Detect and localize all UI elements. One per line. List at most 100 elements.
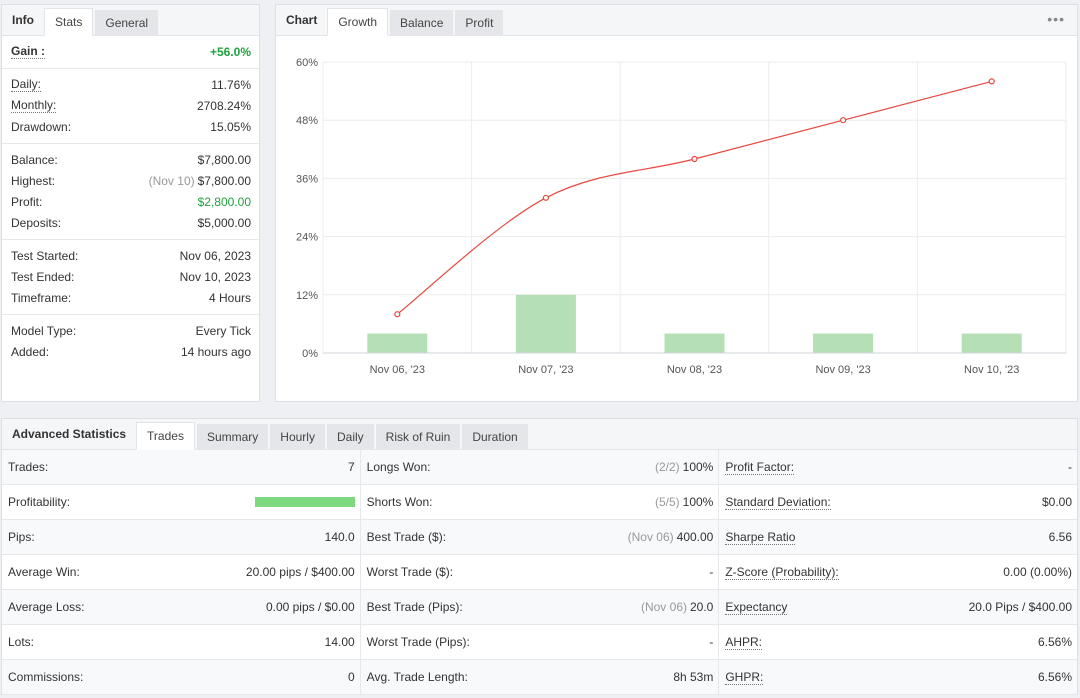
stat-label: Best Trade (Pips): [366, 600, 463, 614]
growth-point [691, 155, 698, 163]
stat-label: Average Loss: [8, 600, 85, 614]
stat-value-wrap: (5/5) 100% [655, 495, 713, 509]
stat-value: 20.00 pips / $400.00 [245, 565, 355, 579]
bar [367, 333, 428, 353]
stat-row-ghpr: GHPR: 6.56% [719, 660, 1078, 695]
stat-label[interactable]: Standard Deviation: [725, 494, 831, 510]
highest-value-wrap: (Nov 10) $7,800.00 [149, 174, 251, 188]
stat-label: Average Win: [8, 565, 80, 579]
model-type-value: Every Tick [195, 323, 251, 338]
tab-trades[interactable]: Trades [136, 422, 195, 450]
stat-row-avg-trade-length: Avg. Trade Length: 8h 53m [360, 660, 719, 695]
stat-value: 6.56 [1048, 530, 1073, 544]
adv-col-3: Profit Factor: - Standard Deviation: $0.00… [719, 450, 1078, 695]
model-type-label: Model Type: [11, 323, 77, 338]
profit-row: Profit: $2,800.00 [2, 191, 259, 212]
stat-row-standard-deviation: Standard Deviation: $0.00 [719, 485, 1078, 520]
y-tick-label: 48% [296, 115, 318, 127]
stat-row-z-score: Z-Score (Probability): 0.00 (0.00%) [719, 555, 1078, 590]
chart-tab-title: Chart [286, 13, 318, 27]
stat-row-shorts-won: Shorts Won: (5/5) 100% [360, 485, 719, 520]
advanced-statistics-panel: Advanced Statistics Trades Summary Hourl… [1, 418, 1078, 695]
tab-duration[interactable]: Duration [462, 424, 528, 450]
stat-value: 20.0 [689, 600, 714, 614]
stat-row-worst-trade-usd: Worst Trade ($): - [360, 555, 719, 590]
tab-daily[interactable]: Daily [326, 424, 374, 450]
daily-value: 11.76% [211, 77, 251, 92]
stat-label: Shorts Won: [366, 495, 433, 509]
growth-chart: 60% 48% 36% 24% 12% 0% Nov 06, '23 Nov 07, '23 N… [296, 57, 1067, 376]
y-tick-label: 60% [296, 57, 318, 69]
stat-label[interactable]: GHPR: [725, 669, 764, 685]
stat-value: 0 [347, 670, 355, 684]
rates-group: Daily: 11.76% Monthly: 2708.24% Drawdown… [2, 69, 259, 144]
monthly-label[interactable]: Monthly: [11, 98, 57, 113]
tab-hourly[interactable]: Hourly [270, 424, 325, 450]
x-tick-label: Nov 10, '23 [964, 364, 1019, 376]
model-type-row: Model Type: Every Tick [2, 320, 259, 341]
timeframe-row: Timeframe: 4 Hours [2, 287, 259, 308]
adv-tabs: Advanced Statistics Trades Summary Hourl… [2, 419, 1077, 450]
stat-row-longs-won: Longs Won: (2/2) 100% [360, 450, 719, 485]
test-started-label: Test Started: [11, 248, 79, 263]
x-tick-label: Nov 08, '23 [667, 364, 722, 376]
model-group: Model Type: Every Tick Added: 14 hours a… [2, 315, 259, 368]
stat-label: Pips: [8, 530, 35, 544]
tab-stats[interactable]: Stats [44, 8, 94, 36]
stat-label: Avg. Trade Length: [366, 670, 468, 684]
adv-grid: Trades: 7 Profitability: Pips: 140.0 Avera… [2, 450, 1078, 695]
stat-row-average-loss: Average Loss: 0.00 pips / $0.00 [2, 590, 360, 625]
daily-label[interactable]: Daily: [11, 77, 42, 92]
stat-value: 6.56% [1037, 670, 1073, 684]
stat-row-average-win: Average Win: 20.00 pips / $400.00 [2, 555, 360, 590]
deposits-label: Deposits: [11, 215, 62, 230]
stat-value: 20.0 Pips / $400.00 [968, 600, 1073, 614]
stat-note: (5/5) [654, 495, 680, 509]
stat-label[interactable]: Profit Factor: [725, 459, 795, 475]
stat-value-wrap: (Nov 06) 400.00 [628, 530, 714, 544]
timeframe-value: 4 Hours [208, 290, 251, 305]
stat-value: 0.00 pips / $0.00 [265, 600, 355, 614]
growth-point [394, 311, 401, 318]
stat-row-lots: Lots: 14.00 [2, 625, 360, 660]
stat-label[interactable]: Expectancy [725, 599, 788, 615]
stat-value: - [709, 565, 714, 579]
tab-profit[interactable]: Profit [455, 10, 504, 36]
x-tick-label: Nov 07, '23 [518, 364, 573, 376]
stat-row-sharpe-ratio: Sharpe Ratio 6.56 [719, 520, 1078, 555]
chart-tabs: Chart Growth Balance Profit ••• [276, 5, 1077, 36]
stat-label: Best Trade ($): [366, 530, 447, 544]
added-row: Added: 14 hours ago [2, 341, 259, 362]
balance-label: Balance: [11, 152, 58, 167]
gain-row: Gain : +56.0% [2, 41, 259, 62]
gain-label[interactable]: Gain : [11, 44, 46, 59]
tab-balance[interactable]: Balance [390, 10, 454, 36]
growth-point [988, 78, 995, 85]
stat-row-profit-factor: Profit Factor: - [719, 450, 1078, 485]
tab-risk-of-ruin[interactable]: Risk of Ruin [375, 424, 461, 450]
stat-label: Lots: [8, 635, 35, 649]
bar [515, 294, 576, 353]
daily-row: Daily: 11.76% [2, 74, 259, 95]
tab-growth[interactable]: Growth [327, 8, 389, 36]
adv-col-2: Longs Won: (2/2) 100% Shorts Won: (5/5) 100%… [360, 450, 720, 695]
growth-point [542, 194, 549, 201]
stat-value: $0.00 [1041, 495, 1073, 509]
bar [813, 333, 874, 353]
stat-label: Longs Won: [366, 460, 431, 474]
test-started-value: Nov 06, 2023 [179, 248, 251, 263]
stat-label[interactable]: AHPR: [725, 634, 763, 650]
tab-summary[interactable]: Summary [196, 424, 269, 450]
stat-label[interactable]: Sharpe Ratio [725, 529, 796, 545]
stat-row-expectancy: Expectancy 20.0 Pips / $400.00 [719, 590, 1078, 625]
stat-label[interactable]: Z-Score (Probability): [725, 564, 839, 580]
more-dots-icon[interactable]: ••• [1047, 11, 1065, 27]
tab-general[interactable]: General [95, 10, 159, 36]
stat-value: 100% [682, 460, 714, 474]
stat-row-commissions: Commissions: 0 [2, 660, 360, 695]
balance-value: $7,800.00 [197, 152, 251, 167]
drawdown-label: Drawdown: [11, 119, 72, 134]
stat-row-pips: Pips: 140.0 [2, 520, 360, 555]
stat-value: 100% [682, 495, 714, 509]
bar [664, 333, 725, 353]
